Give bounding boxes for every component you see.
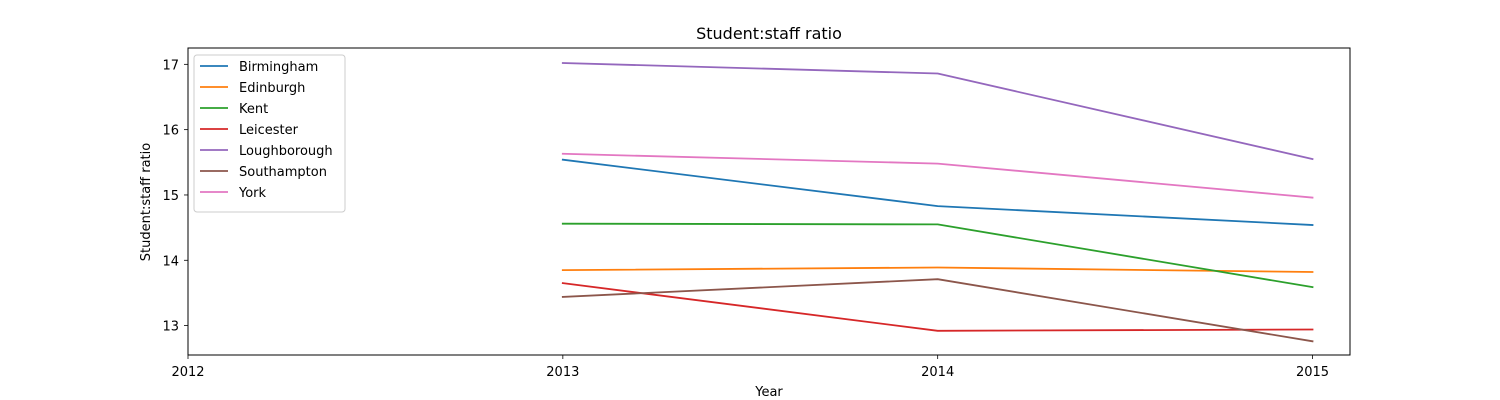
legend: Birmingham Edinburgh Kent Leicester Loughbor… — [193, 54, 346, 213]
y-tick-label: 15 — [162, 189, 179, 204]
y-tick-label: 17 — [162, 58, 179, 73]
series-line-leicester — [561, 282, 1314, 332]
y-tick-label: 14 — [162, 254, 179, 269]
y-tick-label: 13 — [162, 320, 179, 335]
legend-label-york: York — [238, 186, 267, 201]
series-line-edinburgh — [561, 266, 1314, 273]
x-axis: 2012 2013 2014 2015 — [171, 355, 1329, 380]
plot-frame — [187, 47, 1351, 356]
legend-label-southampton: Southampton — [239, 165, 327, 180]
series-line-kent — [561, 222, 1314, 289]
x-tick-label: 2013 — [546, 365, 579, 380]
series-line-york — [561, 152, 1314, 199]
y-axis-title: Student:staff ratio — [139, 143, 154, 262]
x-tick-label: 2012 — [171, 365, 204, 380]
legend-label-leicester: Leicester — [239, 123, 299, 138]
legend-label-loughborough: Loughborough — [239, 144, 333, 159]
x-tick-label: 2014 — [921, 365, 954, 380]
y-tick-label: 16 — [162, 124, 179, 139]
y-axis: 13 14 15 16 17 — [162, 58, 188, 335]
legend-label-edinburgh: Edinburgh — [239, 81, 305, 96]
x-axis-title: Year — [754, 385, 783, 400]
series-layer — [561, 62, 1314, 343]
legend-label-birmingham: Birmingham — [239, 60, 318, 75]
series-line-birmingham — [561, 158, 1314, 226]
series-line-loughborough — [561, 62, 1314, 161]
x-tick-label: 2015 — [1296, 365, 1329, 380]
series-line-southampton — [561, 278, 1314, 343]
legend-label-kent: Kent — [239, 102, 268, 117]
chart-title: Student:staff ratio — [696, 24, 842, 43]
legend-box — [193, 54, 346, 213]
